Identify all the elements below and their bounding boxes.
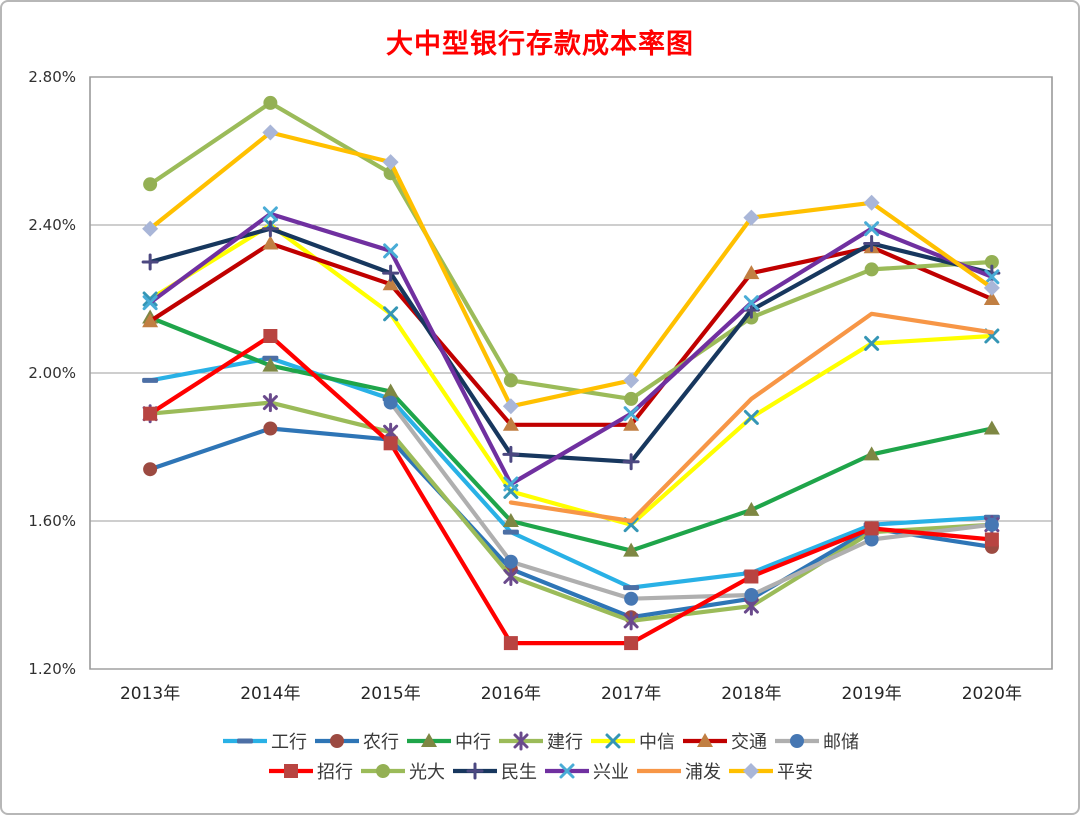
legend-item-pingan: 平安 — [727, 758, 813, 784]
x-axis-tick-label: 2018年 — [721, 684, 781, 704]
legend-swatch-cmb-icon — [269, 764, 313, 778]
legend-swatch-bocom-icon — [683, 733, 727, 747]
x-axis-tick-label: 2016年 — [481, 684, 541, 704]
legend-item-cmbc: 民生 — [451, 758, 537, 784]
series-markers-cib — [142, 206, 1000, 492]
y-axis-tick-label: 1.60% — [28, 512, 76, 530]
series-line-citic — [148, 222, 994, 527]
series-markers-cmbc — [141, 220, 1001, 471]
legend-item-ceb: 光大 — [359, 758, 445, 784]
legend-item-boc: 中行 — [405, 728, 491, 754]
legend-label-citic: 中信 — [639, 732, 675, 753]
series-line-pingan — [148, 130, 994, 409]
series-pingan — [142, 124, 1000, 415]
series-cmbc — [141, 220, 1001, 471]
series-markers-boc — [142, 309, 1000, 557]
series-line-icbc — [148, 356, 994, 590]
x-axis-tick-label: 2013年 — [120, 684, 180, 704]
legend-label-ceb: 光大 — [409, 762, 445, 783]
chart-title: 大中型银行存款成本率图 — [386, 29, 694, 59]
series-cib — [142, 206, 1000, 492]
legend-swatch-abc-icon — [315, 734, 359, 748]
legend-label-pingan: 平安 — [777, 762, 813, 783]
legend-swatch-cmbc-icon — [453, 762, 497, 780]
series-markers-cmb — [143, 329, 999, 651]
legend-label-abc: 农行 — [363, 732, 399, 753]
legend-swatch-ceb-icon — [361, 764, 405, 778]
legend-swatch-citic-icon — [591, 733, 635, 749]
legend-item-bocom: 交通 — [681, 728, 767, 754]
series-line-spdb — [508, 311, 994, 524]
legend-item-cmb: 招行 — [267, 758, 353, 784]
legend-swatch-ccb-icon — [499, 731, 543, 751]
series-psbc — [383, 395, 999, 606]
legend-swatch-icbc-icon — [223, 738, 267, 744]
legend-swatch-boc-icon — [407, 733, 451, 747]
legend-swatch-pingan-icon — [729, 763, 773, 779]
plot-area: 2.80% 2.40% 2.00% 1.60% 1.20% 2013年 2014年 2015年… — [28, 68, 1053, 704]
series-line-psbc — [388, 400, 994, 601]
legend-label-ccb: 建行 — [547, 732, 583, 753]
legend-row-2: 招行 光大 民生 兴业 浦发 平安 — [264, 758, 816, 784]
legend-item-cib: 兴业 — [543, 758, 629, 784]
series-ceb — [143, 95, 999, 406]
y-axis-tick-label: 2.00% — [28, 364, 76, 382]
series-bocom — [142, 235, 1000, 431]
legend-label-cib: 兴业 — [593, 762, 629, 783]
legend-row-1: 工行 农行 中行 建行 中信 交通 邮储 — [218, 728, 862, 754]
series-line-ceb — [148, 100, 994, 401]
y-axis-tick-label: 2.40% — [28, 216, 76, 234]
legend-item-psbc: 邮储 — [773, 728, 859, 754]
legend-label-icbc: 工行 — [271, 732, 307, 753]
legend-swatch-cib-icon — [545, 763, 589, 779]
chart-legend: 工行 农行 中行 建行 中信 交通 邮储招行 光大 民生 兴业 浦发 平安 — [2, 728, 1078, 784]
series-line-abc — [148, 426, 994, 620]
legend-item-ccb: 建行 — [497, 728, 583, 754]
y-axis-tick-label: 1.20% — [28, 660, 76, 678]
legend-label-psbc: 邮储 — [823, 732, 859, 753]
legend-label-cmbc: 民生 — [501, 762, 537, 783]
x-axis-tick-label: 2017年 — [601, 684, 661, 704]
legend-item-abc: 农行 — [313, 728, 399, 754]
legend-swatch-spdb-icon — [637, 768, 681, 774]
series-line-bocom — [148, 241, 994, 427]
series-line-cib — [148, 211, 994, 487]
series-line-cmbc — [148, 226, 994, 464]
legend-swatch-psbc-icon — [775, 734, 819, 748]
x-axis-tick-label: 2015年 — [360, 684, 420, 704]
x-axis-tick-label: 2020年 — [962, 684, 1022, 704]
x-axis-tick-label: 2019年 — [841, 684, 901, 704]
series-line-boc — [148, 315, 994, 553]
x-axis-tick-label: 2014年 — [240, 684, 300, 704]
series-markers-bocom — [142, 235, 1000, 431]
legend-item-spdb: 浦发 — [635, 758, 721, 784]
legend-item-icbc: 工行 — [221, 728, 307, 754]
series-spdb — [508, 311, 994, 524]
legend-label-bocom: 交通 — [731, 732, 767, 753]
legend-label-cmb: 招行 — [317, 762, 353, 783]
y-axis-tick-label: 2.80% — [28, 68, 76, 86]
series-cmb — [143, 329, 999, 651]
legend-label-boc: 中行 — [455, 732, 491, 753]
series-markers-pingan — [142, 124, 1000, 415]
series-boc — [142, 309, 1000, 557]
series-line-cmb — [148, 333, 994, 646]
series-markers-psbc — [383, 395, 999, 606]
series-line-ccb — [148, 400, 994, 623]
legend-item-citic: 中信 — [589, 728, 675, 754]
legend-label-spdb: 浦发 — [685, 762, 721, 783]
